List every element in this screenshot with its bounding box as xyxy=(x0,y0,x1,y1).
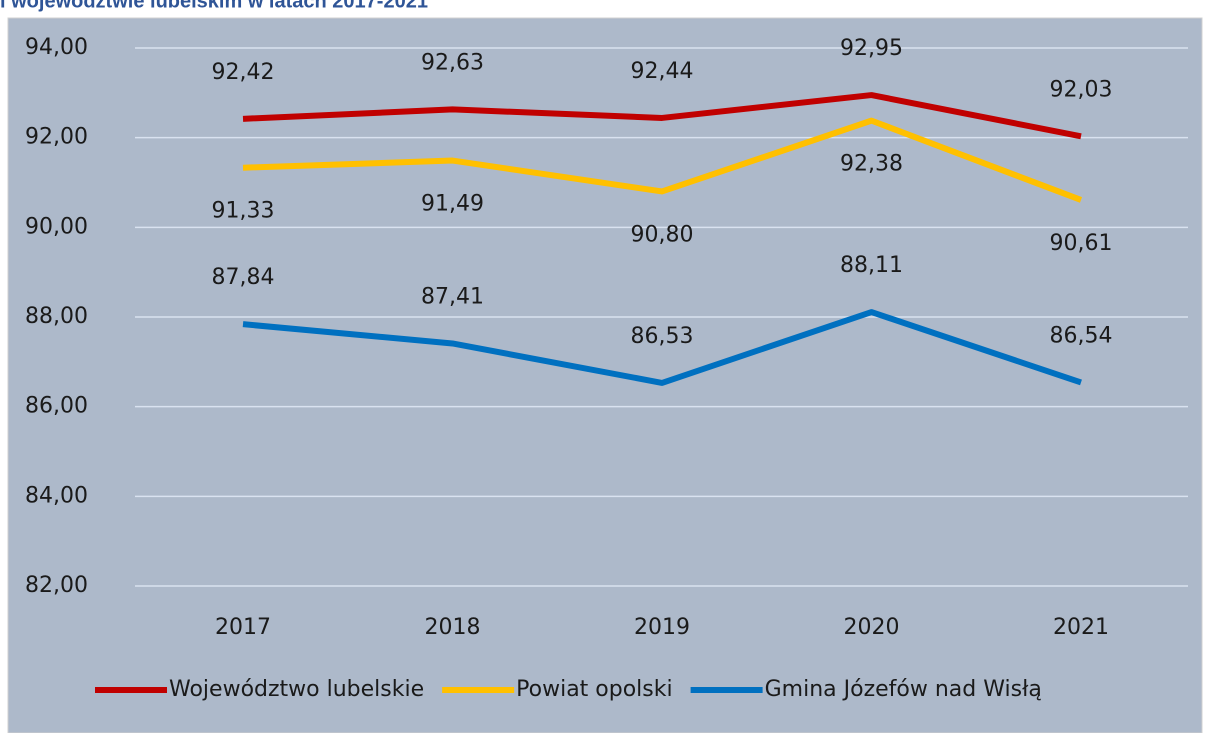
x-tick-label: 2017 xyxy=(215,615,271,640)
series-line xyxy=(242,309,1082,386)
data-label: 92,63 xyxy=(421,50,484,75)
data-label: 86,54 xyxy=(1050,323,1113,348)
data-label: 91,33 xyxy=(212,199,275,224)
data-label: 88,11 xyxy=(840,253,903,278)
series-line xyxy=(242,117,1083,203)
data-label: 90,61 xyxy=(1050,231,1113,256)
y-tick-label: 86,00 xyxy=(25,394,88,419)
legend-label: Gmina Józefów nad Wisłą xyxy=(765,677,1042,702)
y-tick-label: 92,00 xyxy=(25,125,88,150)
x-tick-label: 2018 xyxy=(425,615,481,640)
data-label: 91,49 xyxy=(421,192,484,217)
y-tick-label: 88,00 xyxy=(25,304,88,329)
x-tick-label: 2019 xyxy=(634,615,690,640)
data-label: 90,80 xyxy=(631,222,694,247)
chart-title: i województwie lubelskim w latach 2017-2… xyxy=(0,0,428,12)
data-label: 87,41 xyxy=(421,284,484,309)
data-label: 92,95 xyxy=(840,36,903,61)
x-tick-label: 2020 xyxy=(844,615,900,640)
series-line xyxy=(242,92,1082,140)
data-label: 86,53 xyxy=(631,324,694,349)
data-label: 92,03 xyxy=(1050,77,1113,102)
data-label: 92,38 xyxy=(840,152,903,177)
y-tick-label: 82,00 xyxy=(25,573,88,598)
legend-label: Województwo lubelskie xyxy=(169,677,424,702)
data-label: 92,42 xyxy=(212,60,275,85)
y-tick-label: 84,00 xyxy=(25,483,88,508)
data-label: 87,84 xyxy=(212,265,275,290)
y-tick-label: 94,00 xyxy=(25,35,88,60)
y-tick-label: 90,00 xyxy=(25,214,88,239)
data-label: 92,44 xyxy=(631,59,694,84)
x-tick-label: 2021 xyxy=(1053,615,1109,640)
legend-label: Powiat opolski xyxy=(516,677,672,702)
